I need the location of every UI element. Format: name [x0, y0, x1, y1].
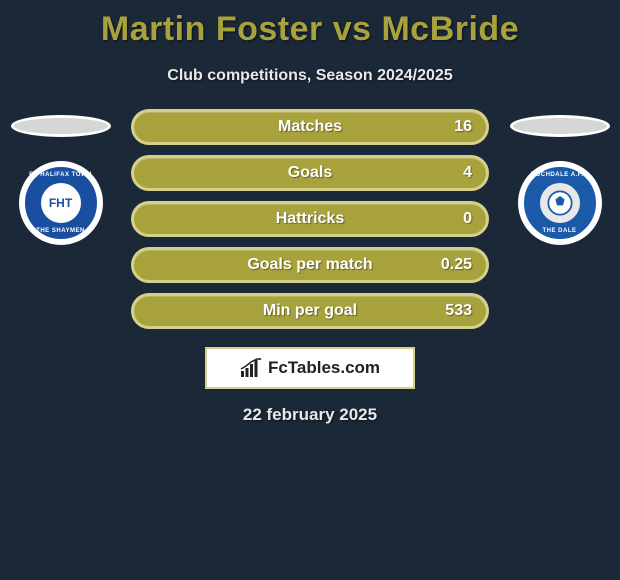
date-text: 22 february 2025 [0, 405, 620, 425]
stat-bar-min-per-goal: Min per goal 533 [131, 293, 489, 329]
stat-bar-matches: Matches 16 [131, 109, 489, 145]
left-crest-top-text: FC HALIFAX TOWN [25, 172, 97, 178]
stats-column: Matches 16 Goals 4 Hattricks 0 Goals per… [113, 109, 507, 329]
stat-right-value: 16 [454, 118, 472, 136]
right-column: ROCHDALE A.F.C THE DALE [507, 115, 612, 245]
right-team-crest: ROCHDALE A.F.C THE DALE [518, 161, 602, 245]
comparison-row: FC HALIFAX TOWN FHT THE SHAYMEN Matches … [0, 115, 620, 329]
right-crest-top-text: ROCHDALE A.F.C [524, 172, 596, 178]
stat-right-value: 0.25 [441, 256, 472, 274]
stat-label: Hattricks [276, 210, 344, 228]
stat-right-value: 0 [463, 210, 472, 228]
brand-text: FcTables.com [268, 358, 380, 378]
stat-right-value: 533 [445, 302, 472, 320]
right-crest-bottom-text: THE DALE [524, 228, 596, 234]
right-crest-center [538, 181, 582, 225]
stat-right-value: 4 [463, 164, 472, 182]
left-column: FC HALIFAX TOWN FHT THE SHAYMEN [8, 115, 113, 245]
page-title: Martin Foster vs McBride [0, 0, 620, 49]
left-crest-bottom-text: THE SHAYMEN [25, 228, 97, 234]
stat-bar-goals: Goals 4 [131, 155, 489, 191]
bar-chart-icon [240, 358, 264, 378]
left-crest-center: FHT [39, 181, 83, 225]
stat-label: Min per goal [263, 302, 357, 320]
football-icon [546, 189, 574, 217]
stat-bar-goals-per-match: Goals per match 0.25 [131, 247, 489, 283]
left-team-crest: FC HALIFAX TOWN FHT THE SHAYMEN [19, 161, 103, 245]
stat-label: Goals per match [247, 256, 372, 274]
page-subtitle: Club competitions, Season 2024/2025 [0, 67, 620, 85]
brand-box: FcTables.com [205, 347, 415, 389]
left-oval-placeholder [11, 115, 111, 137]
stat-label: Matches [278, 118, 342, 136]
right-oval-placeholder [510, 115, 610, 137]
stat-label: Goals [288, 164, 332, 182]
stat-bar-hattricks: Hattricks 0 [131, 201, 489, 237]
